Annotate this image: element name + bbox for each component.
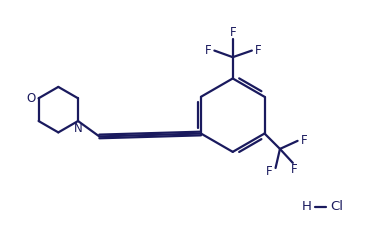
Text: Cl: Cl — [330, 200, 343, 213]
Text: F: F — [300, 134, 307, 147]
Text: F: F — [266, 165, 273, 178]
Text: F: F — [229, 26, 236, 39]
Text: O: O — [27, 92, 36, 105]
Text: F: F — [291, 163, 298, 176]
Text: F: F — [255, 44, 262, 57]
Text: H: H — [302, 200, 312, 213]
Text: N: N — [74, 122, 83, 135]
Text: F: F — [205, 44, 211, 57]
